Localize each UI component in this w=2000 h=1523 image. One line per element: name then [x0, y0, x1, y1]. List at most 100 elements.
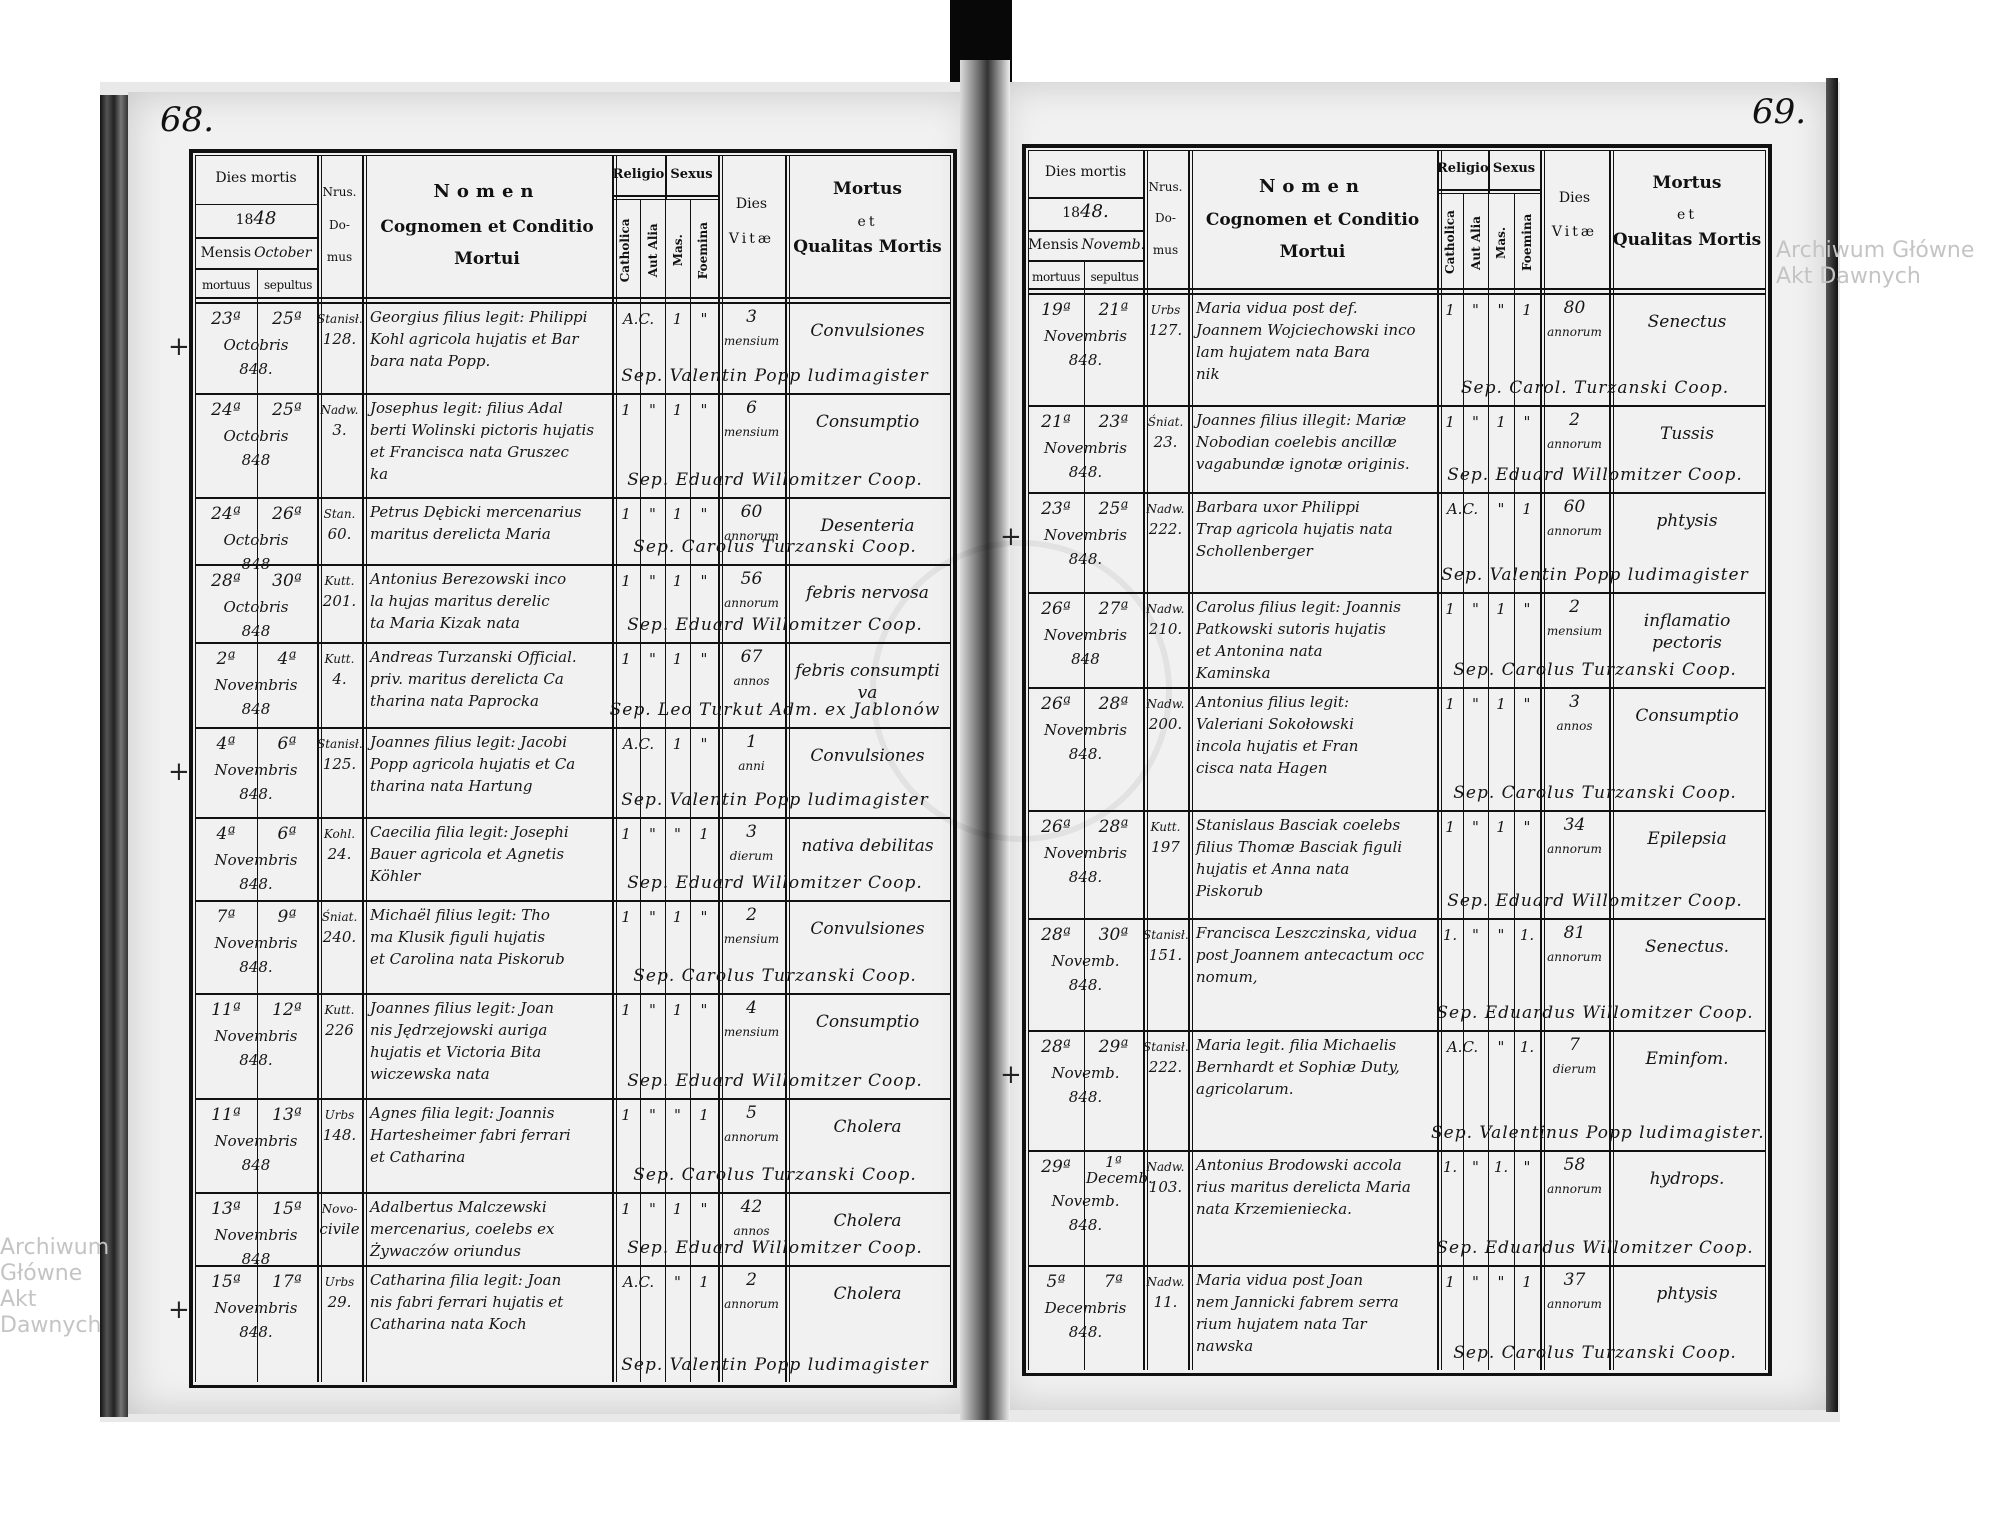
age-unit: mensium: [723, 1025, 780, 1039]
name-line: Żywaczów oriundus: [370, 1242, 521, 1260]
age-number: 42: [740, 1197, 763, 1217]
name-line: Catharina filia legit: Joan: [370, 1271, 562, 1289]
cause-of-death: pectoris: [1652, 633, 1722, 653]
aut-alia-value: ": [1472, 1273, 1479, 1291]
header-mus: mus: [326, 250, 353, 265]
catholica-value: 1: [621, 1001, 631, 1019]
name-line: wiczewska nata: [370, 1065, 490, 1083]
year: 848.: [1068, 1216, 1103, 1234]
burial-officiant: Sep. Carol. Turzanski Coop.: [1460, 378, 1730, 398]
year: 848.: [1068, 976, 1103, 994]
name-line: Antonius Brodowski accola: [1196, 1156, 1402, 1174]
year-handwritten: 48.: [1080, 201, 1109, 223]
burial-day: 21ª: [1098, 300, 1129, 320]
rule-line: [1609, 150, 1611, 1370]
burial-day: 25ª: [1098, 499, 1129, 519]
header-mortuus: mortuus: [1032, 269, 1080, 284]
header-mortus: Mortus: [1652, 172, 1722, 193]
age-unit: annorum: [1547, 437, 1602, 451]
cause-of-death: Desenteria: [820, 516, 915, 536]
death-day: 7ª: [216, 907, 236, 927]
house-number: 60.: [327, 525, 352, 543]
rule-line: [189, 149, 193, 1388]
header-sepultus: sepultus: [263, 278, 313, 292]
name-line: Andreas Turzanski Official.: [370, 648, 577, 666]
catholica-value: 1: [1445, 301, 1455, 319]
burial-day: 29ª: [1098, 1037, 1129, 1057]
header-catholica: Catholica: [1443, 211, 1457, 275]
death-day: 4ª: [216, 734, 236, 754]
foemina-value: ": [1523, 818, 1531, 836]
rule-line: [1028, 288, 1765, 290]
rule-line: [1028, 293, 1765, 295]
name-line: Schollenberger: [1196, 542, 1313, 560]
year: 848.: [1068, 463, 1103, 481]
house-number: 200.: [1148, 715, 1183, 733]
rule-line: [1437, 150, 1439, 1370]
year: 848.: [239, 875, 273, 893]
rule-line: [1028, 150, 1765, 151]
house-number: civile: [319, 1220, 360, 1238]
house-locality: Kutt.: [324, 1003, 355, 1017]
name-line: ta Maria Kizak nata: [370, 614, 520, 632]
name-line: et Antonina nata: [1196, 642, 1323, 660]
burial-officiant: Sep. Eduard Willomitzer Coop.: [627, 1071, 923, 1091]
foemina-value: ": [700, 908, 708, 926]
rule-line: [321, 155, 322, 1382]
rule-line: [1022, 1373, 1771, 1376]
death-day: 26ª: [1041, 694, 1071, 714]
rule-line: [1540, 150, 1542, 1370]
foemina-value: ": [1523, 1158, 1531, 1176]
religio-value: A.C.: [1446, 1038, 1479, 1056]
burial-day: 27ª: [1098, 599, 1129, 619]
age-unit: annos: [733, 1224, 770, 1238]
house-number: 3.: [332, 421, 347, 439]
death-month: Novembris: [1044, 327, 1127, 345]
death-month: Novembris: [214, 1027, 298, 1045]
foemina-value: ": [700, 401, 708, 419]
catholica-value: 1: [621, 1106, 631, 1124]
catholica-value: 1.: [1442, 926, 1458, 944]
header-mortus: Mortus: [833, 178, 902, 199]
rule-line: [1437, 192, 1540, 194]
catholica-value: 1: [621, 401, 631, 419]
header-dies-mortis: Dies mortis: [215, 169, 297, 186]
rule-line: [1022, 144, 1771, 148]
cause-of-death: Cholera: [833, 1117, 902, 1137]
margin-cross-mark: +: [168, 332, 190, 362]
name-line: Bauer agricola et Agnetis: [370, 845, 565, 863]
rule-line: [612, 155, 614, 1382]
burial-officiant: Sep. Valentin Popp ludimagister: [621, 790, 929, 810]
burial-day: 28ª: [1098, 817, 1129, 837]
burial-day: 4ª: [277, 649, 297, 669]
rule-line: [690, 199, 692, 1382]
foemina-value: 1: [699, 1273, 709, 1291]
burial-day: 7ª: [1104, 1272, 1123, 1292]
house-locality: Stanisł.: [1143, 928, 1189, 942]
house-locality: Stanisł.: [1143, 1040, 1189, 1054]
name-line: nawska: [1196, 1337, 1254, 1355]
foemina-value: 1: [1522, 500, 1532, 518]
burial-officiant: Sep. Carolus Turzanski Coop.: [1453, 1343, 1737, 1363]
cause-of-death: Senectus: [1647, 312, 1727, 332]
burial-day: 30ª: [272, 571, 302, 591]
foemina-value: ": [700, 1001, 708, 1019]
name-line: tharina nata Paprocka: [370, 692, 539, 710]
rule-line: [257, 268, 259, 1382]
left-page-edge: [100, 95, 128, 1417]
religio-value: A.C.: [622, 310, 655, 328]
foemina-value: ": [1523, 600, 1531, 618]
burial-day: 1ª Decemb.: [1086, 1153, 1153, 1187]
death-day: 26ª: [1041, 817, 1071, 837]
name-line: nis fabri ferrari hujatis et: [370, 1293, 564, 1311]
house-number: 4.: [332, 670, 347, 688]
name-line: Caecilia filia legit: Josephi: [370, 823, 569, 841]
year: 848.: [239, 360, 273, 378]
header-do: Do-: [1155, 211, 1176, 226]
age-number: 6: [746, 398, 757, 418]
name-line: cisca nata Hagen: [1196, 759, 1328, 777]
burial-day: 26ª: [272, 504, 302, 524]
aut-alia-value: ": [1472, 301, 1479, 319]
aut-alia-value: ": [1472, 926, 1479, 944]
age-number: 3: [746, 822, 757, 842]
